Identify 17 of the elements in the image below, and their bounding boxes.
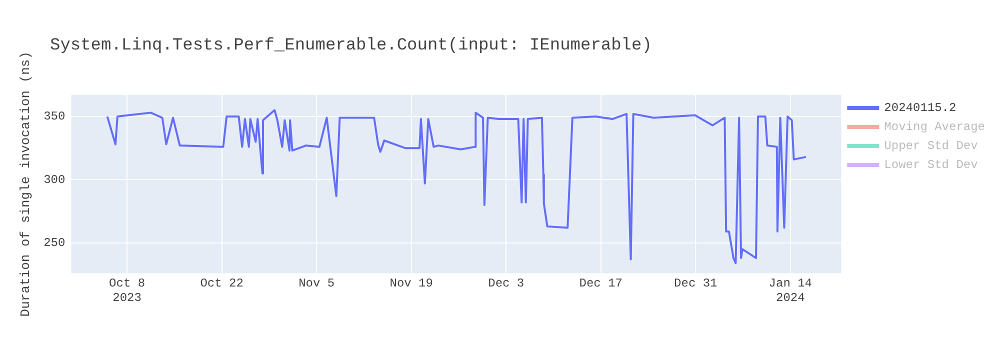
y-tick-label: 350 — [44, 110, 66, 124]
y-tick-label: 300 — [44, 172, 66, 187]
x-tick-label: Dec 3 — [488, 276, 524, 291]
legend-label: Moving Average — [884, 120, 986, 134]
legend-label: 20240115.2 — [884, 101, 956, 116]
y-axis-title: Duration of single invocation (ns) — [18, 51, 34, 317]
x-tick-label: Oct 22 — [200, 276, 244, 291]
x-tick-label: Nov 5 — [298, 276, 335, 291]
legend-label: Upper Std Dev — [884, 139, 978, 154]
x-tick-label: Nov 19 — [390, 276, 433, 291]
x-tick-label: Dec 31 — [674, 276, 718, 291]
chart-title: System.Linq.Tests.Perf_Enumerable.Count(input: IEnumerable) — [50, 36, 652, 56]
x-tick-label: Jan 14 2024 — [768, 276, 812, 305]
x-tick-label: Oct 8 2023 — [109, 276, 146, 305]
y-tick-label: 250 — [44, 236, 66, 250]
legend-label: Lower Std Dev — [884, 158, 978, 172]
x-tick-label: Dec 17 — [579, 276, 622, 291]
